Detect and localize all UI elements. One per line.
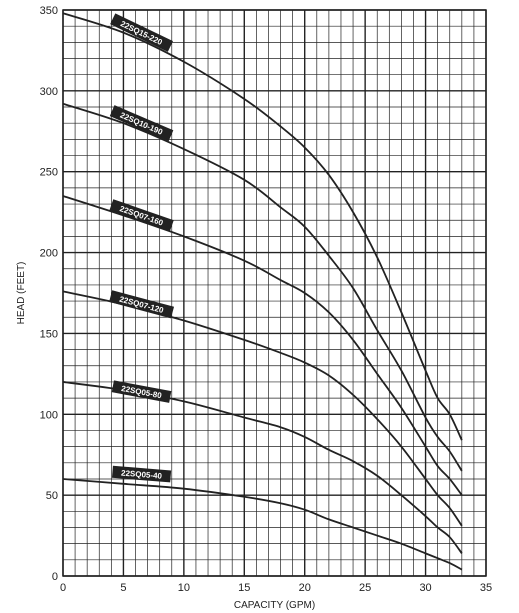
curve-label-background [111, 380, 172, 403]
y-axis-title: HEAD (FEET) [16, 262, 27, 325]
curve-label-background [111, 465, 172, 483]
x-tick-label: 20 [299, 582, 311, 594]
grid [62, 9, 487, 577]
curve-label-background [109, 290, 175, 319]
curve-label-text: 22SQ05-40 [121, 468, 163, 480]
y-tick-label: 0 [52, 571, 58, 583]
x-tick-label: 0 [60, 582, 66, 594]
x-tick-label: 5 [120, 582, 126, 594]
y-tick-label: 150 [40, 328, 58, 340]
y-tick-label: 250 [40, 167, 58, 179]
series-line [62, 381, 463, 554]
x-axis-title: CAPACITY (GPM) [234, 600, 315, 611]
curve-labels: 22SQ15-22022SQ10-19022SQ07-16022SQ07-120… [109, 13, 175, 483]
y-tick-label: 300 [40, 86, 58, 98]
curve-label-text: 22SQ07-120 [118, 295, 165, 316]
plot-frame [62, 9, 487, 577]
series-line [62, 102, 463, 472]
series-line [62, 195, 463, 496]
curves [62, 12, 463, 571]
series-line [62, 478, 463, 571]
x-tick-label: 30 [419, 582, 431, 594]
curve-label-background [110, 13, 173, 52]
y-tick-label: 100 [40, 409, 58, 421]
y-tick-label: 50 [46, 490, 58, 502]
curve-label-background [109, 199, 174, 232]
x-tick-label: 25 [359, 582, 371, 594]
curve-label: 22SQ07-120 [109, 290, 175, 319]
series-line [62, 12, 463, 441]
y-tick-label: 350 [40, 5, 58, 17]
y-tick-label: 200 [40, 248, 58, 260]
curve-label: 22SQ05-80 [111, 380, 172, 403]
curve-label-background [109, 105, 174, 142]
x-tick-label: 35 [480, 582, 492, 594]
series-line [62, 290, 463, 527]
curve-label: 22SQ05-40 [111, 465, 172, 483]
x-tick-label: 10 [178, 582, 190, 594]
curve-label: 22SQ15-220 [110, 13, 173, 52]
x-tick-label: 15 [238, 582, 250, 594]
